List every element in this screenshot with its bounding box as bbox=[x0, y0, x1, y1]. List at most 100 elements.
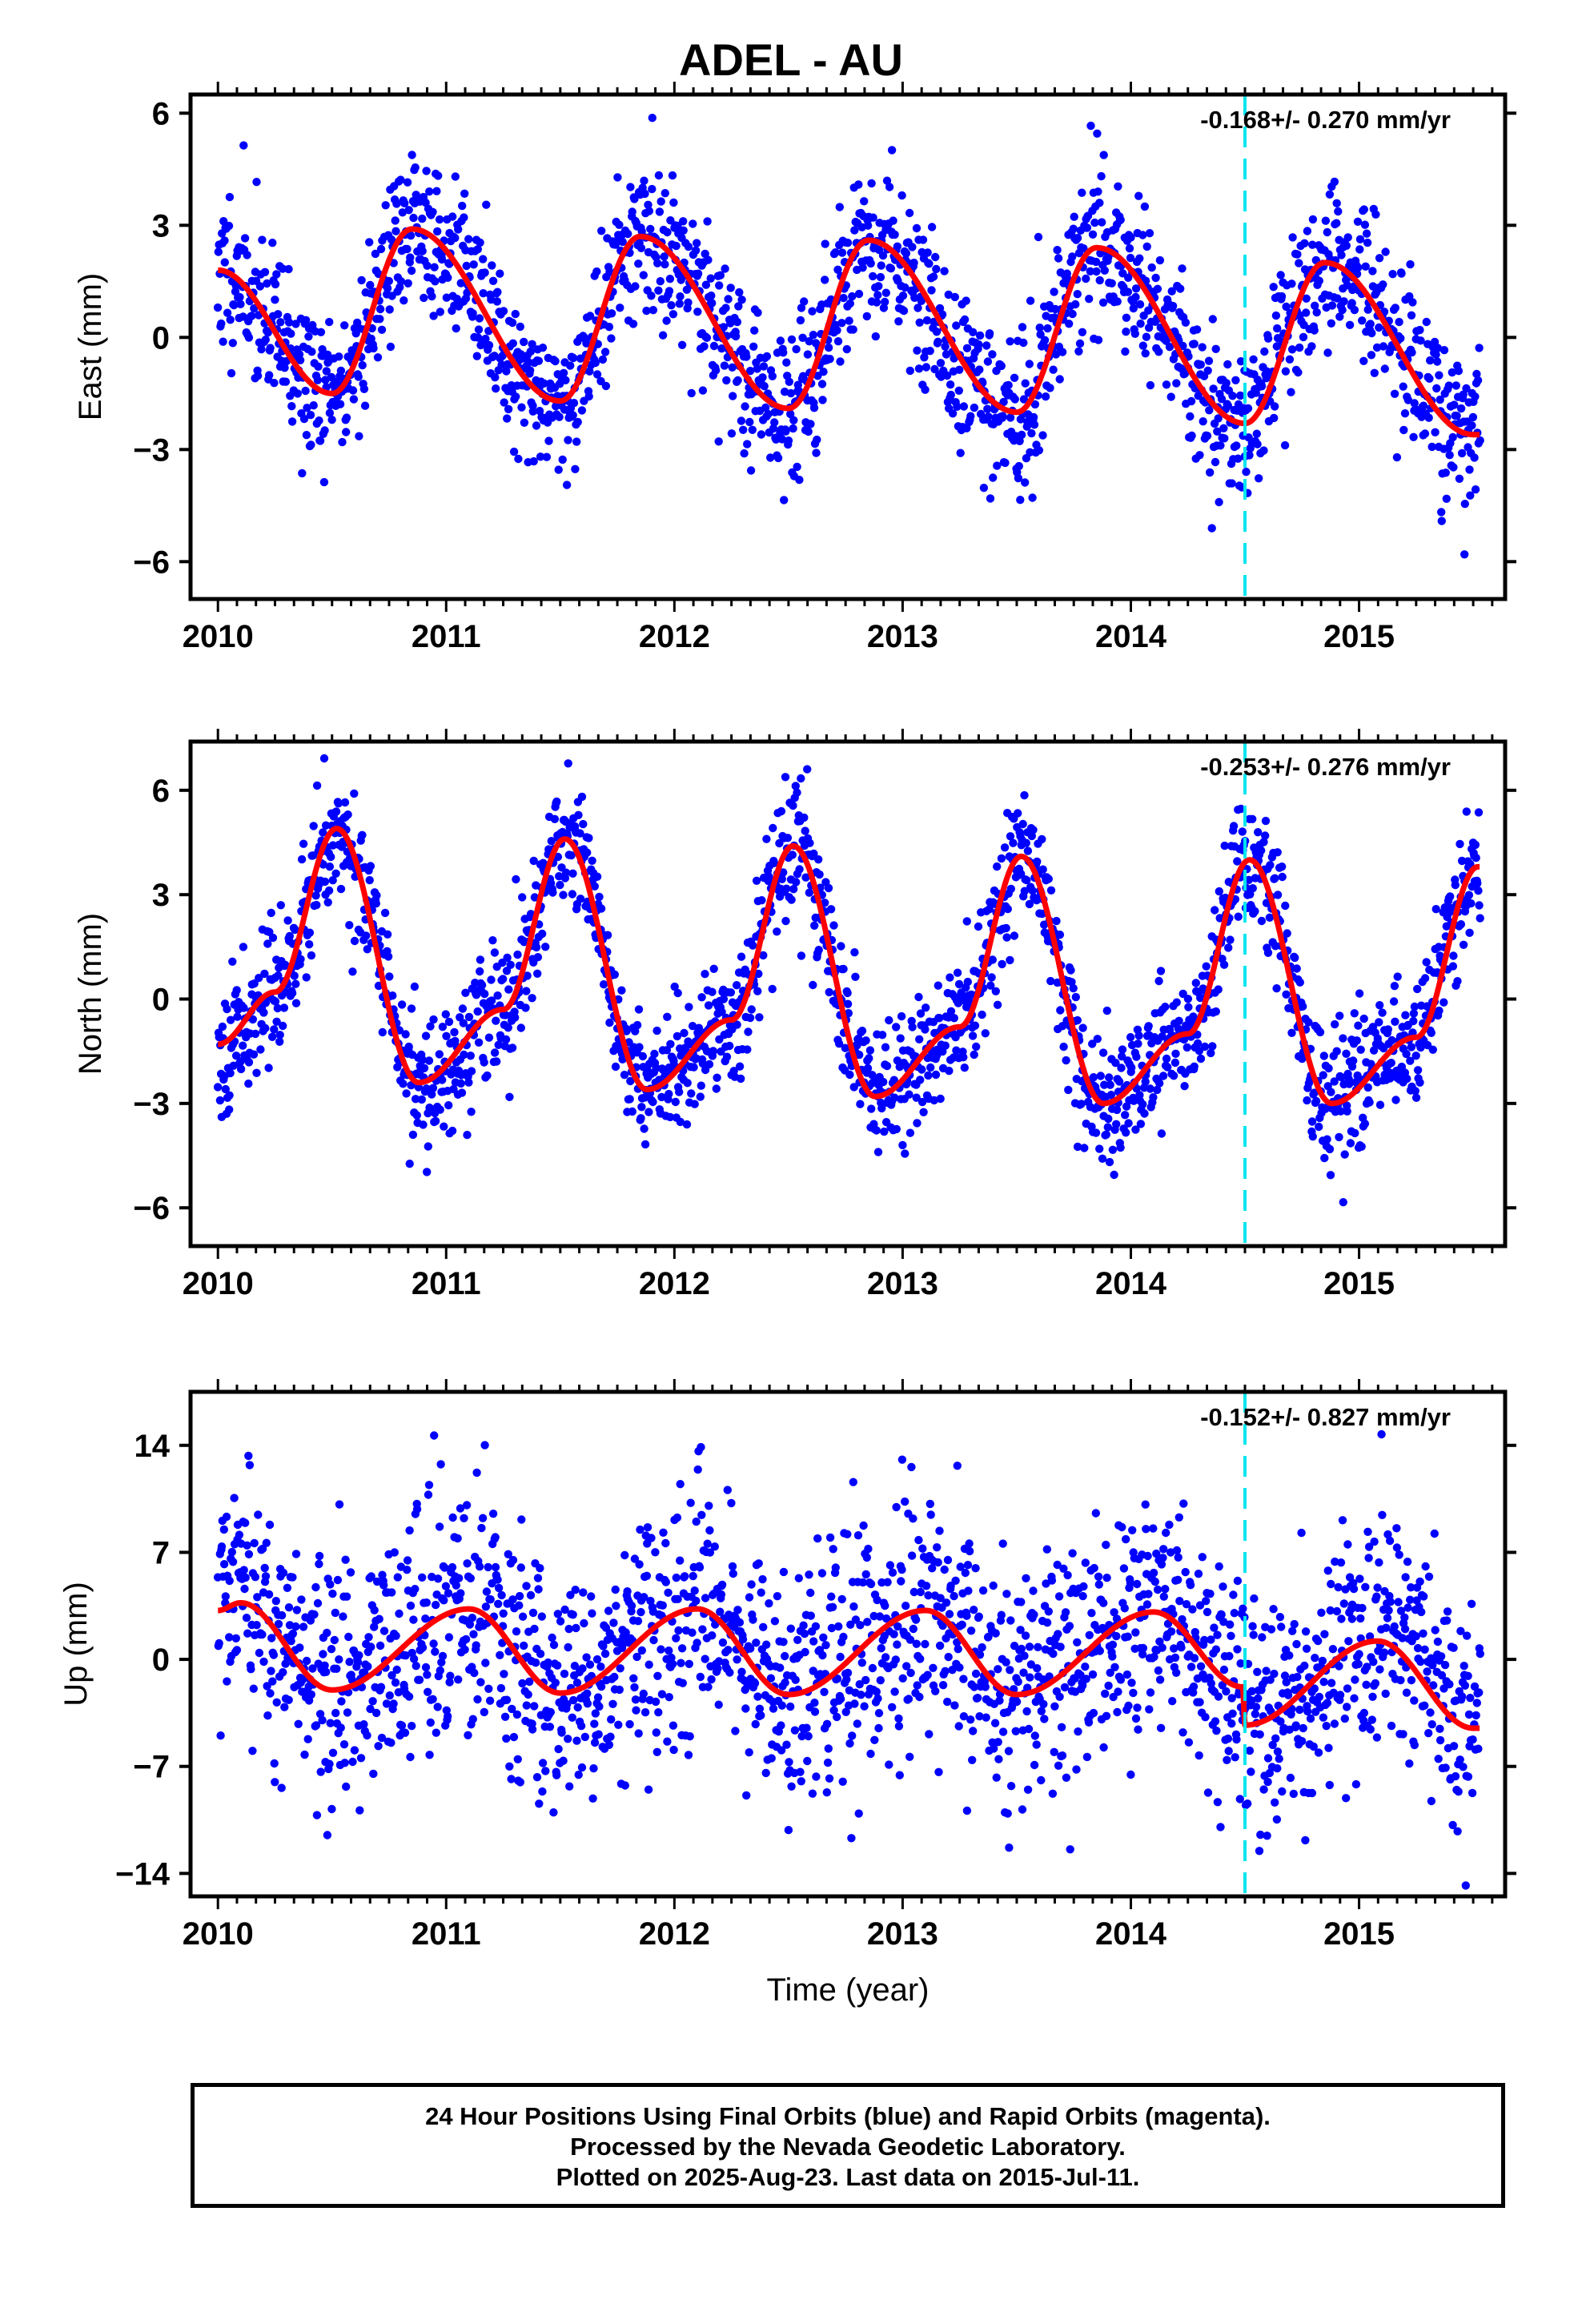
data-point bbox=[226, 1068, 235, 1078]
chart-title: ADEL - AU bbox=[679, 34, 903, 85]
data-point bbox=[284, 1603, 294, 1612]
data-point bbox=[483, 1071, 492, 1080]
data-point bbox=[590, 1719, 599, 1728]
data-point bbox=[588, 1609, 596, 1618]
data-point bbox=[312, 781, 322, 790]
data-point bbox=[669, 198, 678, 207]
data-point bbox=[422, 167, 431, 175]
data-point bbox=[803, 350, 813, 359]
data-point bbox=[239, 141, 248, 150]
data-point bbox=[556, 880, 564, 890]
data-point bbox=[415, 1675, 424, 1684]
data-point bbox=[960, 1063, 970, 1072]
data-point bbox=[436, 308, 444, 316]
data-point bbox=[1118, 1045, 1127, 1054]
data-point bbox=[1132, 1052, 1141, 1061]
data-point bbox=[1195, 451, 1204, 460]
data-point bbox=[701, 280, 711, 289]
data-point bbox=[663, 1012, 672, 1022]
data-point bbox=[1142, 242, 1151, 251]
data-point bbox=[398, 208, 407, 217]
data-point bbox=[327, 416, 336, 424]
data-point bbox=[462, 261, 471, 271]
data-point bbox=[436, 1105, 444, 1114]
data-point bbox=[726, 988, 736, 997]
data-point bbox=[793, 788, 801, 797]
data-point bbox=[1097, 171, 1106, 181]
data-point bbox=[785, 377, 793, 386]
data-point bbox=[1028, 493, 1037, 502]
data-point bbox=[362, 931, 371, 940]
data-point bbox=[929, 272, 938, 281]
data-point bbox=[887, 146, 897, 155]
data-point bbox=[484, 340, 494, 350]
data-point bbox=[821, 899, 829, 907]
data-point bbox=[913, 1119, 921, 1128]
data-point bbox=[665, 275, 675, 283]
data-point bbox=[592, 872, 602, 881]
data-point bbox=[346, 1568, 355, 1577]
data-point bbox=[1208, 315, 1218, 324]
data-point bbox=[1124, 1119, 1133, 1128]
data-point bbox=[554, 465, 563, 474]
data-point bbox=[780, 496, 789, 505]
data-point bbox=[1189, 1012, 1198, 1021]
data-point bbox=[312, 900, 321, 910]
data-point bbox=[1154, 976, 1163, 986]
data-point bbox=[713, 1073, 721, 1083]
data-point bbox=[319, 477, 329, 487]
data-point bbox=[1126, 233, 1135, 242]
data-point bbox=[745, 367, 755, 376]
data-point bbox=[295, 1643, 304, 1652]
data-point bbox=[468, 309, 477, 318]
data-point bbox=[263, 1711, 272, 1720]
data-point bbox=[225, 192, 235, 202]
data-point bbox=[225, 1576, 234, 1586]
data-point bbox=[417, 1095, 426, 1104]
data-point bbox=[877, 1104, 886, 1113]
data-point bbox=[787, 335, 797, 344]
data-point bbox=[589, 1764, 598, 1773]
data-point bbox=[993, 862, 1002, 871]
data-point bbox=[1098, 1048, 1108, 1057]
data-point bbox=[1125, 244, 1134, 253]
data-point bbox=[757, 896, 766, 905]
data-point bbox=[1390, 389, 1399, 398]
data-point bbox=[476, 1678, 485, 1687]
data-point bbox=[385, 972, 394, 981]
data-point bbox=[986, 494, 995, 503]
data-point bbox=[435, 1050, 444, 1059]
data-point bbox=[721, 304, 730, 312]
data-point bbox=[640, 176, 648, 185]
data-point bbox=[917, 1065, 926, 1074]
data-point bbox=[500, 398, 508, 407]
data-point bbox=[1311, 301, 1319, 310]
data-point bbox=[386, 342, 396, 352]
data-point bbox=[252, 1621, 261, 1630]
data-point bbox=[685, 1732, 694, 1741]
data-point bbox=[712, 1084, 721, 1093]
data-point bbox=[319, 1650, 327, 1659]
data-point bbox=[332, 1664, 341, 1673]
x-tick-label: 2015 bbox=[1323, 619, 1395, 654]
data-point bbox=[657, 1690, 667, 1699]
data-point bbox=[408, 1722, 416, 1731]
data-point bbox=[1014, 461, 1024, 471]
data-point bbox=[1073, 1015, 1082, 1025]
data-point bbox=[251, 1573, 260, 1582]
data-point bbox=[786, 409, 795, 419]
data-point bbox=[538, 344, 548, 352]
data-point bbox=[769, 858, 779, 867]
data-point bbox=[1282, 302, 1291, 312]
data-point bbox=[395, 1609, 404, 1618]
data-point bbox=[1343, 233, 1352, 242]
data-point bbox=[268, 933, 278, 943]
data-point bbox=[494, 1583, 504, 1593]
data-point bbox=[1068, 309, 1077, 319]
data-point bbox=[493, 991, 502, 1000]
data-point bbox=[695, 1563, 705, 1572]
data-point bbox=[686, 1498, 695, 1507]
data-point bbox=[491, 1562, 500, 1572]
data-point bbox=[217, 319, 226, 328]
